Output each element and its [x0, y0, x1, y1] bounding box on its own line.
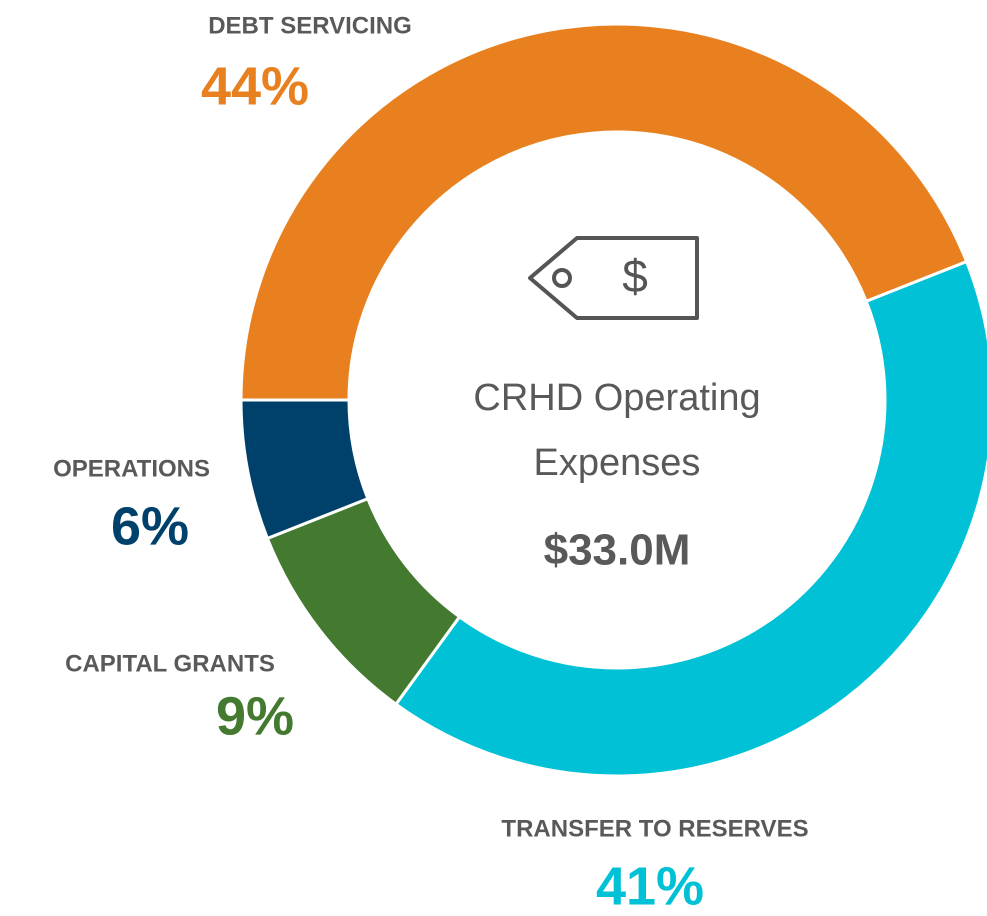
- percent-label: 44%: [201, 56, 309, 116]
- category-label: TRANSFER TO RESERVES: [501, 815, 808, 842]
- category-label: DEBT SERVICING: [208, 12, 412, 39]
- center-title: Expenses: [534, 442, 701, 484]
- category-label: OPERATIONS: [53, 455, 210, 482]
- tag-hole: [552, 268, 572, 288]
- price-tag-icon: $: [528, 236, 699, 320]
- center-title: CRHD Operating: [473, 377, 760, 419]
- donut-slice: [239, 398, 370, 541]
- percent-label: 9%: [216, 686, 294, 746]
- donut-slice: [393, 259, 987, 778]
- center-value: $33.0M: [544, 526, 691, 575]
- tag-outline: [528, 236, 699, 320]
- category-label: CAPITAL GRANTS: [65, 650, 275, 677]
- percent-label: 6%: [111, 496, 189, 556]
- donut-slice: [239, 22, 969, 402]
- dollar-sign: $: [622, 250, 648, 302]
- donut: [239, 22, 987, 778]
- percent-label: 41%: [596, 856, 704, 916]
